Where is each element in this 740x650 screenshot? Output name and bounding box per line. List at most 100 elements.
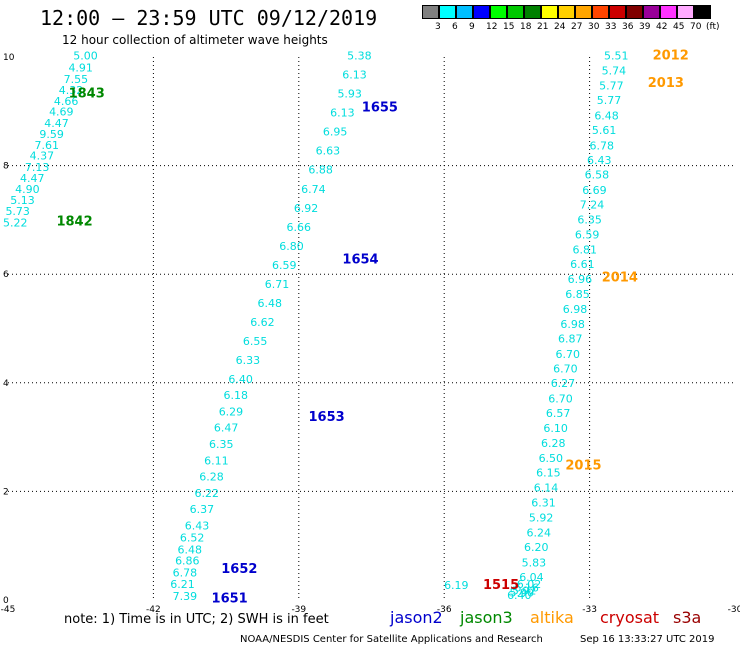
legend-s3a: s3a: [673, 608, 702, 627]
colorbar-label: 18: [520, 22, 532, 32]
swh-point-label: 6.81: [573, 244, 598, 257]
pass-time-label: 1843: [69, 87, 105, 102]
y-tick-label: 10: [3, 53, 15, 63]
swh-point-label: 6.11: [204, 454, 229, 467]
swh-point-label: 7.61: [35, 139, 60, 152]
swh-point-label: 6.80: [279, 240, 304, 253]
swh-point-label: 6.71: [265, 278, 290, 291]
colorbar-swatch: [592, 5, 609, 19]
swh-point-label: 6.10: [543, 422, 568, 435]
x-tick-label: -39: [291, 605, 306, 615]
colorbar-label: 6: [452, 22, 458, 32]
swh-point-label: 5.83: [522, 556, 547, 569]
swh-point-label: 7.24: [580, 198, 605, 211]
swh-point-label: 6.78: [589, 139, 614, 152]
swh-point-label: 5.61: [592, 124, 617, 137]
swh-point-label: 6.27: [551, 377, 576, 390]
chart-subtitle: 12 hour collection of altimeter wave hei…: [62, 33, 328, 47]
swh-point-label: 4.47: [44, 117, 69, 130]
pass-time-label: 2012: [653, 49, 689, 64]
y-tick-label: 2: [3, 487, 9, 497]
colorbar-swatch: [490, 5, 507, 19]
pass-time-label: 2014: [602, 270, 638, 285]
colorbar-label: 39: [639, 22, 651, 32]
colorbar-label: 3: [435, 22, 441, 32]
swh-point-label: 5.22: [3, 216, 28, 229]
swh-point-label: 6.48: [594, 109, 619, 122]
swh-point-label: 6.40: [507, 589, 532, 602]
swh-point-label: 7.13: [25, 161, 50, 174]
swh-point-label: 9.59: [39, 128, 64, 141]
swh-point-label: 6.29: [219, 405, 244, 418]
swh-point-label: 6.86: [175, 555, 200, 568]
colorbar-label: 15: [503, 22, 515, 32]
colorbar-swatch: [524, 5, 541, 19]
swh-point-label: 6.40: [228, 373, 253, 386]
colorbar-swatch: [558, 5, 575, 19]
swh-point-label: 6.48: [178, 543, 203, 556]
swh-point-label: 5.77: [599, 80, 624, 93]
swh-point-label: 6.52: [180, 531, 205, 544]
swh-point-label: 6.04: [519, 571, 544, 584]
swh-point-label: 6.66: [287, 221, 312, 234]
swh-point-label: 5.93: [337, 88, 362, 101]
legend-jason2: jason2: [390, 608, 443, 627]
swh-point-label: 6.13: [342, 69, 367, 82]
colorbar-swatch: [575, 5, 592, 19]
pass-time-label: 1653: [308, 410, 344, 425]
colorbar-swatch: [660, 5, 677, 19]
swh-point-label: 6.22: [194, 487, 219, 500]
swh-point-label: 6.87: [558, 333, 583, 346]
swh-point-label: 6.59: [272, 259, 297, 272]
pass-time-label: 1654: [342, 252, 378, 267]
swh-point-label: 6.02: [517, 578, 542, 591]
colorbar-label: 12: [486, 22, 498, 32]
chart-note: note: 1) Time is in UTC; 2) SWH is in fe…: [64, 612, 329, 627]
colorbar-swatch: [694, 5, 711, 19]
swh-point-label: 6.15: [536, 467, 561, 480]
colorbar-label: 27: [571, 22, 583, 32]
colorbar-swatch: [609, 5, 626, 19]
swh-point-label: 5.74: [602, 64, 627, 77]
pass-time-label: 1652: [221, 562, 257, 577]
swh-point-label: 5.13: [10, 194, 35, 207]
swh-point-label: 4.37: [30, 150, 55, 163]
swh-point-label: 5.90: [509, 587, 534, 600]
swh-point-label: 6.58: [585, 169, 610, 182]
swh-point-label: 6.57: [546, 407, 571, 420]
colorbar-unit: (ft): [706, 22, 720, 32]
swh-point-label: 6.70: [553, 362, 578, 375]
swh-point-label: 6.33: [236, 354, 261, 367]
swh-point-label: 6.98: [560, 318, 585, 331]
footer-timestamp: Sep 16 13:33:27 UTC 2019: [580, 634, 715, 645]
swh-point-label: 6.85: [565, 288, 590, 301]
swh-point-label: 6.98: [563, 303, 588, 316]
pass-time-label: 2013: [648, 76, 684, 91]
swh-point-label: 4.90: [15, 183, 40, 196]
colorbar-label: 21: [537, 22, 549, 32]
colorbar-swatch: [456, 5, 473, 19]
legend-jason3: jason3: [460, 608, 513, 627]
swh-point-label: 4.91: [68, 62, 93, 75]
swh-point-label: 4.47: [20, 172, 45, 185]
swh-point-label: 6.63: [316, 145, 341, 158]
swh-point-label: 6.50: [539, 452, 564, 465]
swh-point-label: 6.69: [582, 184, 607, 197]
x-tick-label: -30: [728, 605, 740, 615]
swh-point-label: 6.20: [524, 541, 549, 554]
swh-point-label: 6.62: [250, 316, 275, 329]
swh-point-label: 5.00: [73, 50, 98, 63]
pass-time-label: 1515: [483, 578, 519, 593]
swh-point-label: 6.35: [209, 438, 234, 451]
legend-altika: altika: [530, 608, 574, 627]
swh-point-label: 6.88: [308, 164, 333, 177]
swh-point-label: 6.18: [224, 389, 249, 402]
swh-point-label: 6.43: [587, 154, 612, 167]
swh-point-label: 4.32: [59, 84, 84, 97]
colorbar-label: 33: [605, 22, 617, 32]
colorbar-label: 70: [690, 22, 702, 32]
swh-point-label: 6.13: [330, 107, 355, 120]
swh-point-label: 6.55: [243, 335, 268, 348]
